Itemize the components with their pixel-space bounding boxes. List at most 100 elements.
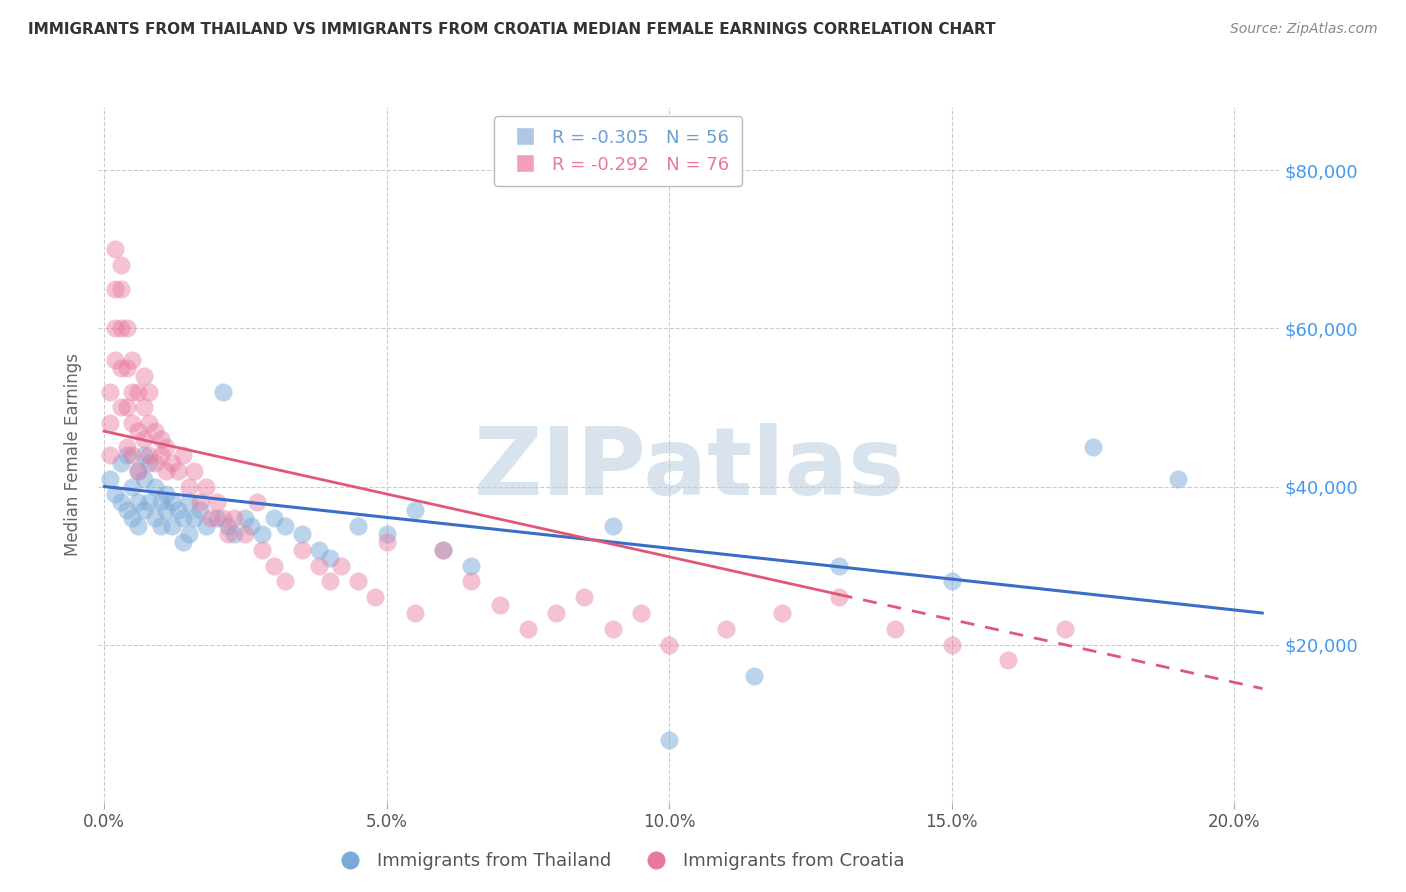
Point bbox=[115, 401, 138, 415]
Point bbox=[110, 495, 132, 509]
Point bbox=[546, 606, 568, 620]
Point bbox=[110, 456, 132, 470]
Point bbox=[291, 542, 314, 557]
Text: Source: ZipAtlas.com: Source: ZipAtlas.com bbox=[1230, 22, 1378, 37]
Point bbox=[375, 527, 398, 541]
Point bbox=[160, 519, 183, 533]
Point bbox=[658, 638, 681, 652]
Point bbox=[828, 591, 851, 605]
Point bbox=[1081, 440, 1104, 454]
Point bbox=[138, 448, 160, 462]
Point bbox=[121, 479, 143, 493]
Point bbox=[516, 622, 538, 636]
Point bbox=[138, 417, 160, 431]
Point bbox=[160, 495, 183, 509]
Legend: Immigrants from Thailand, Immigrants from Croatia: Immigrants from Thailand, Immigrants fro… bbox=[325, 845, 912, 877]
Point bbox=[104, 353, 127, 368]
Point bbox=[205, 495, 228, 509]
Point bbox=[127, 464, 149, 478]
Point bbox=[172, 535, 194, 549]
Point bbox=[149, 448, 172, 462]
Point bbox=[200, 511, 222, 525]
Point bbox=[404, 606, 426, 620]
Point bbox=[127, 519, 149, 533]
Point bbox=[155, 464, 177, 478]
Point bbox=[98, 448, 121, 462]
Point bbox=[98, 417, 121, 431]
Point bbox=[143, 511, 166, 525]
Point bbox=[263, 558, 285, 573]
Point bbox=[274, 519, 297, 533]
Point bbox=[110, 401, 132, 415]
Point bbox=[714, 622, 737, 636]
Point bbox=[98, 472, 121, 486]
Point bbox=[160, 456, 183, 470]
Point bbox=[166, 464, 188, 478]
Point bbox=[941, 574, 963, 589]
Point bbox=[211, 384, 233, 399]
Point bbox=[110, 282, 132, 296]
Point bbox=[222, 527, 245, 541]
Point bbox=[121, 353, 143, 368]
Point bbox=[488, 598, 510, 612]
Point bbox=[205, 511, 228, 525]
Point bbox=[364, 591, 387, 605]
Point bbox=[828, 558, 851, 573]
Point bbox=[222, 511, 245, 525]
Point bbox=[319, 550, 342, 565]
Point bbox=[149, 495, 172, 509]
Point bbox=[183, 464, 205, 478]
Point bbox=[132, 472, 155, 486]
Point bbox=[104, 321, 127, 335]
Point bbox=[143, 456, 166, 470]
Point bbox=[252, 542, 274, 557]
Point bbox=[172, 448, 194, 462]
Point bbox=[166, 503, 188, 517]
Point bbox=[121, 384, 143, 399]
Point bbox=[155, 440, 177, 454]
Point bbox=[104, 243, 127, 257]
Point bbox=[233, 527, 256, 541]
Point bbox=[98, 384, 121, 399]
Point bbox=[997, 653, 1019, 667]
Point bbox=[375, 535, 398, 549]
Point bbox=[574, 591, 596, 605]
Point bbox=[132, 448, 155, 462]
Point bbox=[252, 527, 274, 541]
Point bbox=[121, 448, 143, 462]
Point bbox=[177, 479, 200, 493]
Point bbox=[1053, 622, 1076, 636]
Text: IMMIGRANTS FROM THAILAND VS IMMIGRANTS FROM CROATIA MEDIAN FEMALE EARNINGS CORRE: IMMIGRANTS FROM THAILAND VS IMMIGRANTS F… bbox=[28, 22, 995, 37]
Point bbox=[121, 417, 143, 431]
Point bbox=[115, 448, 138, 462]
Point bbox=[233, 511, 256, 525]
Point bbox=[432, 542, 454, 557]
Point bbox=[217, 519, 239, 533]
Point bbox=[194, 479, 217, 493]
Point bbox=[308, 542, 330, 557]
Text: ZIPatlas: ZIPatlas bbox=[474, 423, 904, 515]
Point bbox=[104, 487, 127, 501]
Point bbox=[347, 519, 370, 533]
Point bbox=[460, 558, 482, 573]
Point bbox=[884, 622, 907, 636]
Point bbox=[172, 511, 194, 525]
Point bbox=[115, 503, 138, 517]
Point bbox=[138, 495, 160, 509]
Point bbox=[110, 321, 132, 335]
Point bbox=[132, 503, 155, 517]
Point bbox=[115, 440, 138, 454]
Point bbox=[155, 503, 177, 517]
Point bbox=[115, 361, 138, 376]
Point bbox=[347, 574, 370, 589]
Point bbox=[110, 361, 132, 376]
Point bbox=[602, 519, 624, 533]
Point bbox=[308, 558, 330, 573]
Y-axis label: Median Female Earnings: Median Female Earnings bbox=[65, 353, 83, 557]
Point bbox=[630, 606, 652, 620]
Point bbox=[127, 464, 149, 478]
Point bbox=[149, 432, 172, 446]
Point bbox=[132, 368, 155, 383]
Point bbox=[246, 495, 269, 509]
Point bbox=[240, 519, 263, 533]
